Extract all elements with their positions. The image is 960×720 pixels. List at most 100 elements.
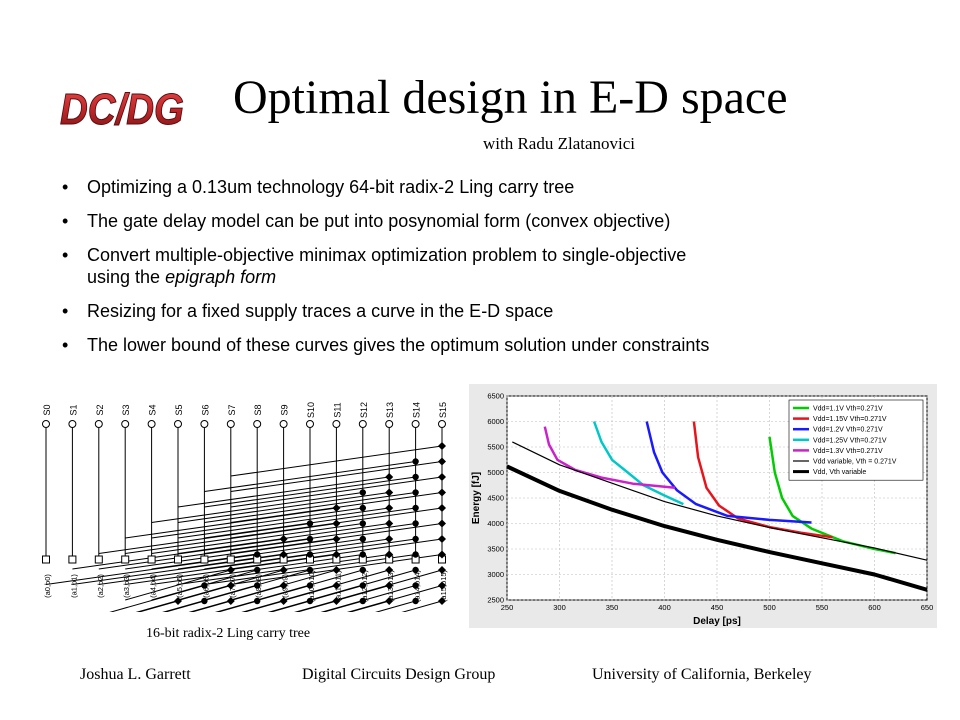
series-line (592, 421, 684, 506)
tree-gate-node (306, 566, 314, 574)
tree-output-label: S2 (95, 404, 105, 415)
tree-gate-node (359, 504, 366, 512)
tree-output-node (226, 420, 235, 428)
tree-gate-node (412, 551, 419, 558)
tree-gate-node (359, 566, 366, 574)
bullet-item: • Optimizing a 0.13um technology 64-bit r… (60, 176, 920, 198)
tree-output-node (385, 420, 394, 428)
tree-gate-node (332, 535, 341, 543)
tree-edge (230, 445, 443, 477)
tree-input-label: (a5,b5) (175, 574, 184, 598)
tree-input-label: (a1,b1) (69, 574, 78, 598)
tree-gate-node (306, 582, 314, 589)
tree-gate-node (279, 597, 288, 605)
x-tick-label: 650 (921, 603, 934, 612)
dcdg-logo: DC/DG (58, 80, 186, 137)
y-tick-label: 5500 (487, 443, 504, 452)
energy-delay-chart: 250 300 350 400 450 500 550 600 650 2500 3000 3500 4… (469, 384, 937, 633)
tree-gate-node (438, 473, 446, 481)
slide-title: Optimal design in E-D space (233, 71, 788, 124)
tree-gate-node (438, 597, 446, 605)
tree-gate-node (438, 457, 446, 466)
tree-gate-node (385, 581, 394, 590)
tree-gate-node (306, 535, 314, 543)
tree-output-node (253, 420, 262, 428)
x-tick-label: 400 (658, 603, 671, 612)
carry-tree-caption: 16-bit radix-2 Ling carry tree (146, 626, 311, 641)
tree-gate-node (438, 566, 446, 574)
tree-edge (98, 600, 205, 632)
tree-edge (72, 538, 284, 570)
tree-output-node (147, 420, 156, 428)
series-line (512, 441, 928, 561)
tree-gate-node (438, 504, 446, 512)
tree-output-label: S15 (438, 402, 448, 418)
tree-input-node (147, 555, 156, 564)
tree-output-label: S4 (148, 404, 158, 415)
x-axis-label: Delay [ps] (693, 616, 741, 627)
tree-gate-node (332, 566, 341, 574)
bullet-item: • Resizing for a fixed supply traces a cu… (60, 300, 920, 322)
tree-edge (98, 538, 311, 570)
legend-entry: Vdd, Vth variable (813, 469, 866, 476)
legend-entry: Vdd=1.2V Vth=0.271V (813, 427, 883, 434)
tree-edge (125, 523, 337, 554)
bullet-item: • The gate delay model can be put into po… (60, 210, 920, 232)
tree-edge (204, 492, 416, 523)
tree-input-node (121, 555, 130, 564)
tree-edge (125, 507, 337, 539)
tree-gate-node (332, 597, 341, 605)
tree-gate-node (438, 519, 446, 528)
tree-gate-node (332, 519, 341, 528)
logo-text: DC/DG (60, 85, 184, 132)
y-axis-label: Energy [fJ] (471, 472, 482, 524)
tree-edge (151, 492, 363, 523)
bullet-item: using the epigraph form (60, 266, 920, 288)
bullet-text: Resizing for a fixed supply traces a cur… (87, 301, 554, 321)
tree-edge (98, 523, 311, 554)
tree-gate-node (201, 597, 208, 605)
tree-output-node (306, 420, 314, 428)
y-tick-label: 4000 (487, 519, 504, 528)
tree-output-node (42, 420, 50, 428)
legend-entry: Vdd variable, Vth = 0.271V (813, 459, 897, 466)
tree-edge (177, 507, 390, 539)
tree-edge (72, 600, 179, 632)
bullet-dot: • (62, 335, 69, 355)
tree-gate-node (359, 551, 366, 558)
tree-input-node (94, 555, 103, 564)
footer-group: Digital Circuits Design Group (302, 666, 496, 683)
y-tick-label: 2500 (487, 596, 504, 605)
tree-gate-node (359, 597, 366, 605)
tree-edge (125, 569, 231, 601)
tree-gate-node (359, 535, 366, 543)
tree-edge (45, 554, 258, 585)
tree-output-node (68, 420, 77, 428)
tree-edge (177, 476, 390, 508)
legend-entry: Vdd=1.1V Vth=0.271V (813, 406, 883, 413)
bullet-item: • The lower bound of these curves gives t… (60, 334, 920, 356)
tree-gate-node (226, 581, 235, 590)
y-tick-label: 5000 (487, 468, 504, 477)
x-tick-label: 250 (501, 603, 514, 612)
tree-edge (125, 538, 337, 570)
tree-output-node (279, 420, 288, 428)
tree-gate-node (438, 581, 446, 590)
tree-gate-node (385, 519, 394, 528)
tree-gate-node (201, 582, 208, 589)
footer-university: University of California, Berkeley (592, 666, 812, 683)
tree-edge (204, 461, 416, 492)
tree-gate-node (385, 597, 394, 605)
tree-gate-node (438, 535, 446, 543)
legend-entry: Vdd=1.15V Vth=0.271V (813, 416, 887, 423)
bullet-text: The lower bound of these curves gives th… (87, 335, 710, 355)
tree-gate-node (385, 504, 394, 512)
tree-input-label: (a0,b0) (43, 574, 52, 598)
tree-output-label: S0 (42, 404, 52, 415)
tree-edge (72, 554, 284, 585)
tree-input-label: (a2,b2) (96, 574, 105, 598)
tree-gate-node (385, 473, 394, 481)
tree-input-node (42, 555, 50, 564)
tree-gate-node (254, 566, 261, 574)
tree-edge (230, 461, 443, 492)
